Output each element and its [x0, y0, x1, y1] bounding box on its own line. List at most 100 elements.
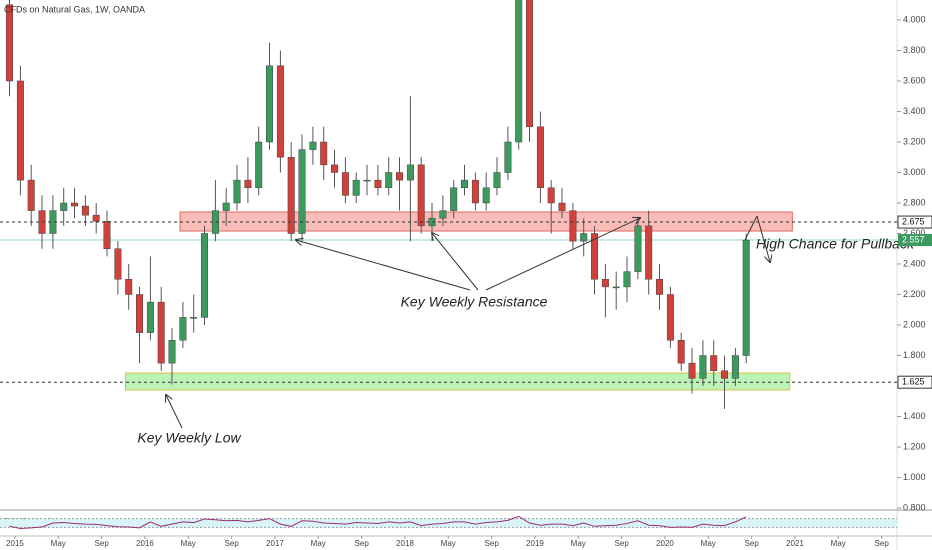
- candle-body: [515, 0, 523, 143]
- candle-body: [374, 179, 382, 188]
- candle-body: [645, 225, 653, 280]
- x-tick-label: Sep: [615, 539, 630, 548]
- x-tick-label: May: [181, 539, 196, 548]
- candle-body: [558, 202, 566, 211]
- x-tick-label: 2019: [526, 539, 544, 548]
- candle-body: [590, 233, 598, 280]
- x-tick-label: Sep: [225, 539, 240, 548]
- x-tick-label: 2018: [396, 539, 414, 548]
- zone: [179, 211, 793, 232]
- candle-body: [742, 239, 750, 356]
- annotation-arrows: [166, 215, 770, 429]
- candle-body: [244, 179, 252, 188]
- candle-body: [70, 202, 78, 207]
- candle-body: [536, 126, 544, 188]
- candle-body: [731, 355, 739, 379]
- candle-body: [60, 202, 68, 211]
- rsi-line: [9, 515, 747, 530]
- y-tick-label: 3.200: [903, 136, 926, 146]
- candle-body: [103, 221, 111, 249]
- y-tick-label: 2.400: [903, 258, 926, 268]
- candle-body: [287, 156, 295, 234]
- x-tick-label: May: [51, 539, 66, 548]
- candle-body: [5, 4, 13, 82]
- candle-body: [125, 278, 133, 295]
- y-tick-label: 3.800: [903, 45, 926, 55]
- candle-body: [569, 210, 577, 242]
- candle-body: [222, 202, 230, 211]
- last-price-tag: [898, 234, 932, 247]
- x-tick-label: Sep: [875, 539, 890, 548]
- candle-body: [190, 317, 198, 319]
- candle-body: [341, 172, 349, 196]
- candle-body: [298, 149, 306, 234]
- y-tick-label: 1.800: [903, 350, 926, 360]
- level-label: 2.675: [902, 216, 925, 226]
- x-tick-label: 2016: [136, 539, 154, 548]
- candle-body: [720, 370, 728, 379]
- level-tag: [897, 375, 932, 389]
- candle-body: [200, 233, 208, 318]
- candle-body: [439, 210, 447, 219]
- zone: [124, 372, 791, 391]
- candle-body: [655, 278, 663, 295]
- x-tick-label: May: [571, 539, 586, 548]
- candle-body: [482, 187, 490, 204]
- candle-body: [406, 164, 414, 181]
- candle-body: [330, 164, 338, 173]
- y-tick-label: 2.200: [903, 289, 926, 299]
- candle-body: [233, 179, 241, 204]
- candle-body: [114, 248, 122, 280]
- candle-body: [157, 301, 165, 364]
- candle-body: [699, 355, 707, 379]
- candle-body: [320, 141, 328, 166]
- candle-body: [612, 286, 620, 289]
- y-tick-label: 2.000: [903, 319, 926, 329]
- candle-body: [460, 179, 468, 188]
- candle-body: [493, 172, 501, 188]
- candle-body: [27, 179, 35, 211]
- annotation: Key Weekly Resistance: [401, 294, 548, 310]
- y-tick-label: 0.800: [903, 502, 926, 512]
- x-tick-label: Sep: [355, 539, 370, 548]
- candle-body: [265, 65, 273, 143]
- candle-body: [525, 0, 533, 127]
- candle-body: [450, 187, 458, 211]
- candle-body: [677, 340, 685, 364]
- candle-body: [601, 278, 609, 288]
- candle-body: [179, 317, 187, 341]
- candle-body: [309, 141, 317, 150]
- x-tick-label: 2021: [786, 539, 804, 548]
- x-tick-label: 2017: [266, 539, 284, 548]
- candle-body: [417, 164, 425, 227]
- x-tick-label: Sep: [485, 539, 500, 548]
- x-tick-label: May: [311, 539, 326, 548]
- y-tick-label: 3.600: [903, 75, 926, 85]
- x-tick-label: Sep: [745, 539, 760, 548]
- annotation: Key Weekly Low: [137, 430, 241, 446]
- candle-body: [471, 179, 479, 204]
- chart-title: CFDs on Natural Gas, 1W, OANDA: [4, 4, 145, 14]
- x-tick-label: Sep: [95, 539, 110, 548]
- y-tick-label: 1.200: [903, 441, 926, 451]
- candle-body: [580, 233, 588, 242]
- y-tick-label: 1.000: [903, 472, 926, 482]
- candle-body: [81, 205, 89, 216]
- candle-body: [623, 271, 631, 288]
- x-tick-label: May: [701, 539, 716, 548]
- x-tick-label: May: [831, 539, 846, 548]
- candle-body: [395, 172, 403, 181]
- candle-body: [352, 179, 360, 196]
- candle-body: [276, 65, 284, 158]
- y-tick-label: 3.000: [903, 167, 926, 177]
- level-label: 1.625: [902, 377, 925, 387]
- candle-body: [146, 301, 154, 333]
- x-tick-label: May: [441, 539, 456, 548]
- y-tick-label: 2.800: [903, 197, 926, 207]
- y-tick-label: 1.400: [903, 411, 926, 421]
- last-price-label: 2.557: [902, 234, 925, 244]
- candle-body: [135, 294, 143, 333]
- y-tick-label: 3.400: [903, 106, 926, 116]
- level-tag: [897, 215, 932, 229]
